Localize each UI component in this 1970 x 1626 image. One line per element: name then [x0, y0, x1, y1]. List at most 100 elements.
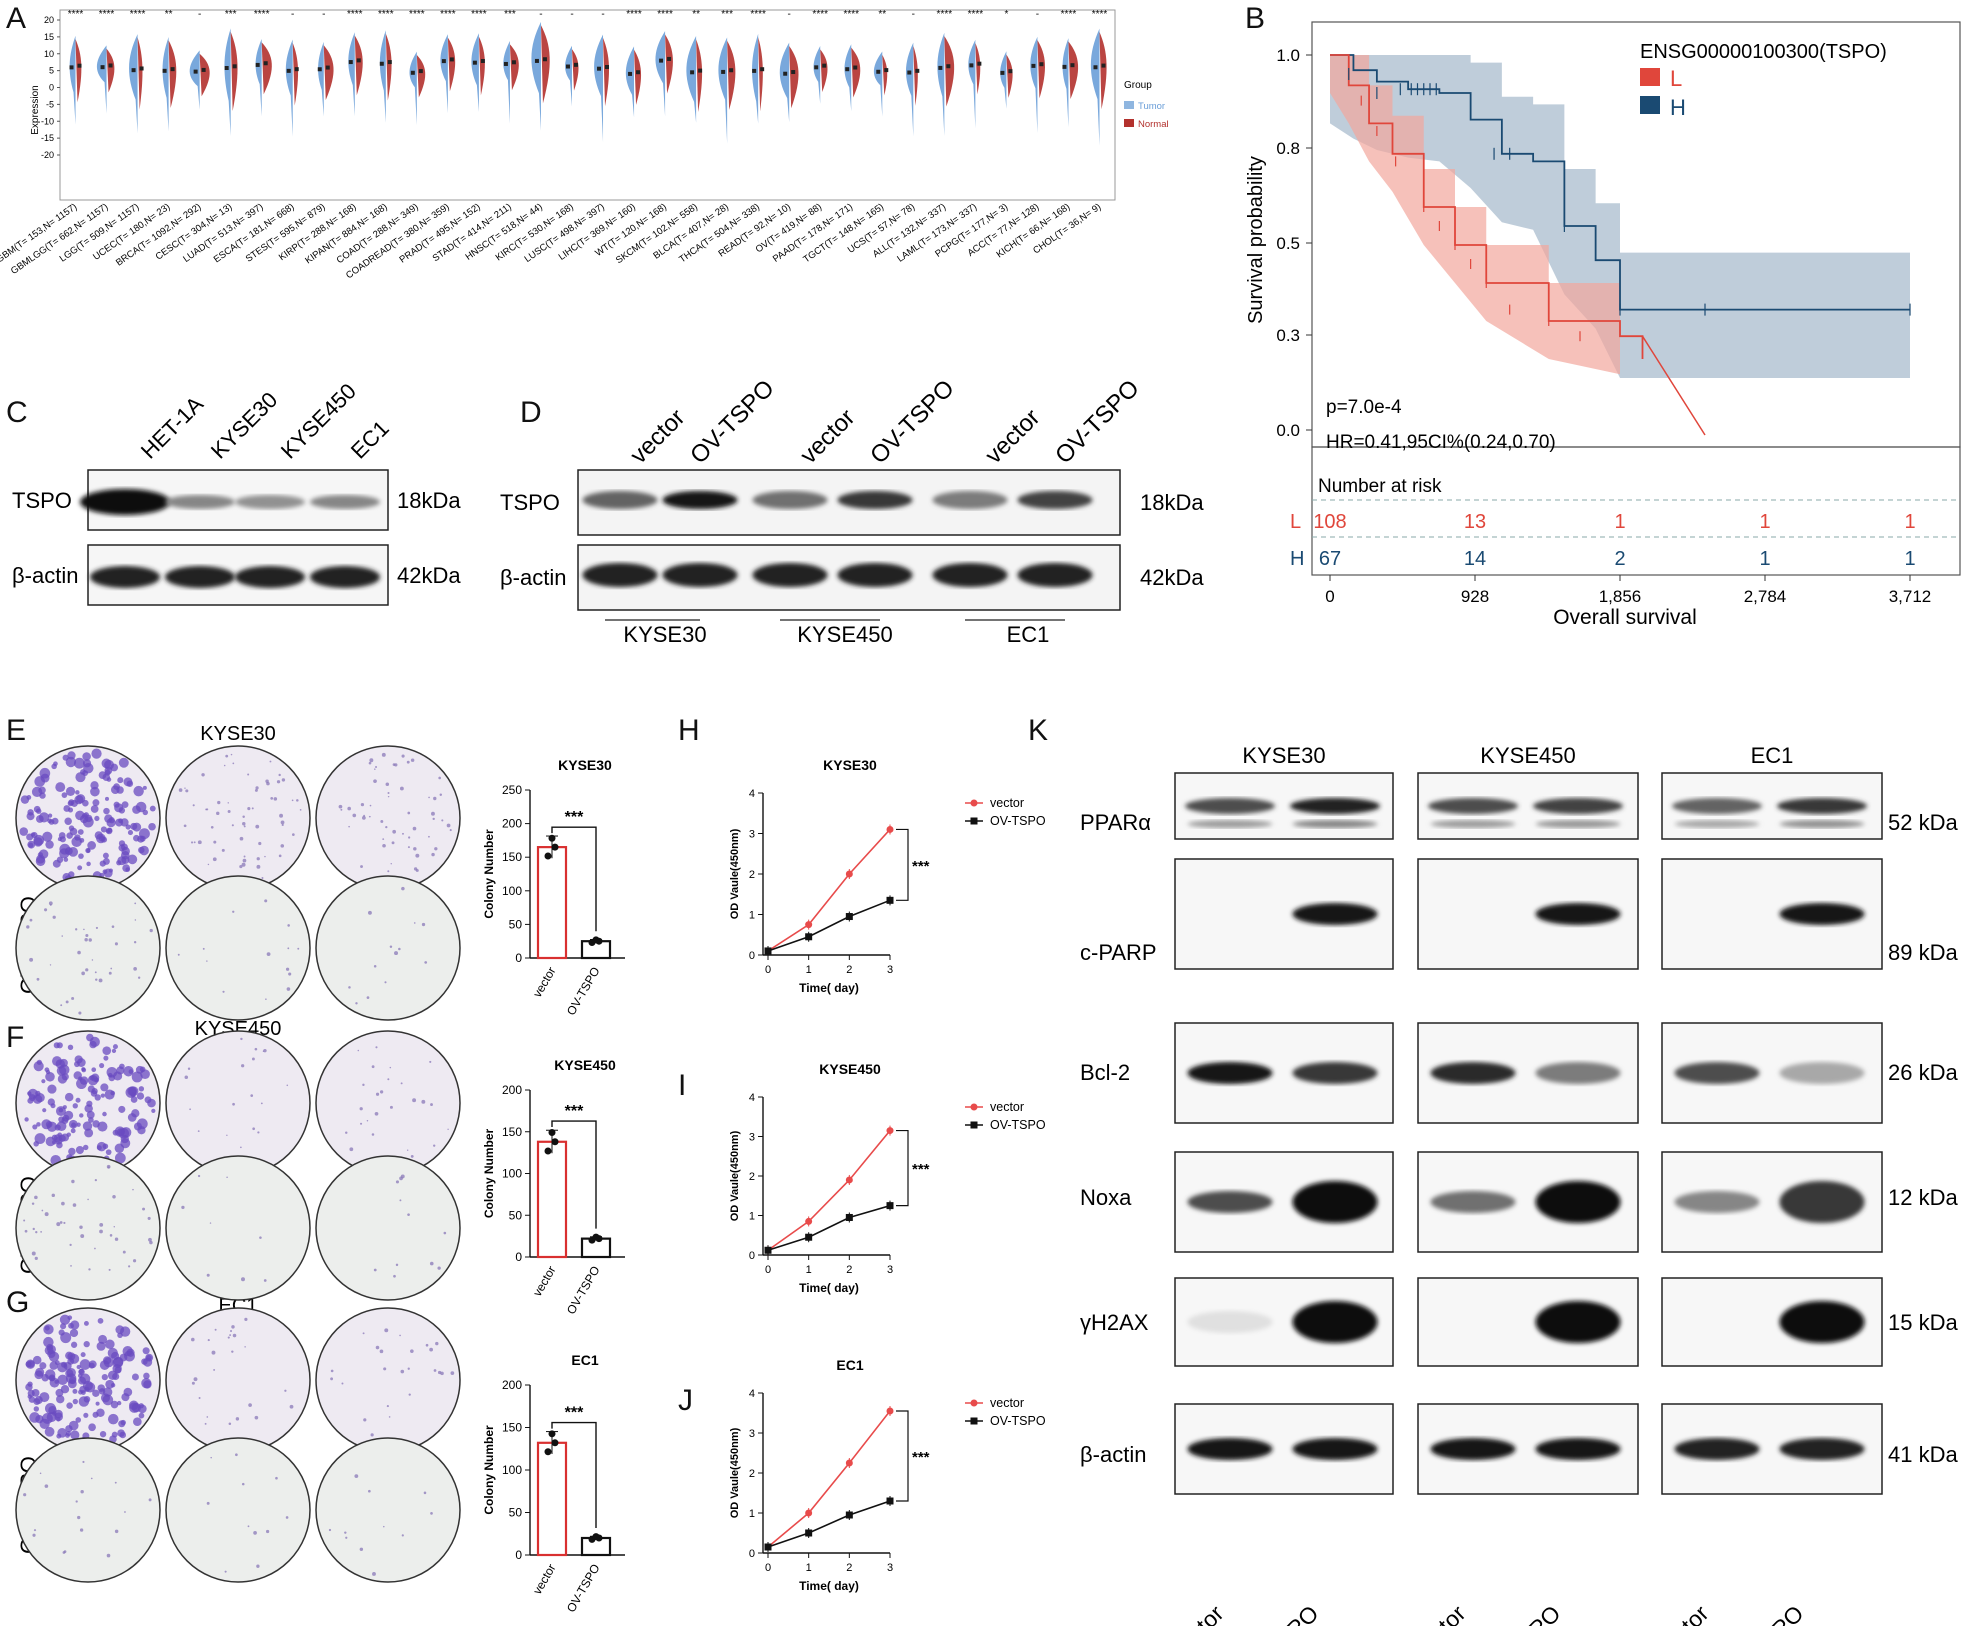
a-median-tumor: [255, 62, 260, 67]
colony-spot: [56, 1141, 63, 1149]
line-xlabel: Time( day): [799, 1281, 859, 1295]
colony-spot: [118, 1105, 126, 1113]
colony-spot: [26, 795, 32, 800]
line-ytick-label: 3: [749, 1428, 755, 1440]
colony-spot: [253, 1530, 257, 1535]
colony-spot: [371, 1133, 375, 1136]
b-ytick: 0.0: [1276, 421, 1300, 440]
k-kda-label: 26 kDa: [1888, 1060, 1958, 1085]
colony-spot: [29, 918, 33, 922]
colony-spot: [425, 1343, 429, 1347]
colony-spot: [373, 1268, 377, 1272]
colony-spot: [429, 1060, 432, 1064]
d-band: [932, 563, 1008, 587]
colony-spot: [400, 1082, 403, 1085]
colony-spot: [140, 1069, 150, 1080]
colony-spot: [410, 1154, 414, 1158]
a-significance: ****: [657, 9, 673, 20]
a-violin-normal: [789, 45, 799, 109]
colony-spot: [252, 1127, 256, 1131]
a-significance: -: [912, 9, 915, 20]
colony-spot: [61, 1201, 65, 1206]
colony-spot: [375, 1046, 378, 1049]
colony-spot: [149, 1240, 153, 1245]
colony-spot: [407, 1367, 410, 1370]
colony-spot: [23, 1219, 26, 1222]
colony-spot: [360, 802, 365, 807]
colony-spot: [276, 780, 281, 784]
colony-spot: [51, 1193, 55, 1198]
a-significance: ***: [721, 9, 733, 20]
colony-spot: [35, 815, 44, 823]
a-violin-normal: [758, 37, 763, 112]
a-median-tumor: [534, 58, 539, 63]
colony-spot: [120, 1326, 131, 1337]
b-curve-l: [1330, 54, 1644, 359]
colony-spot: [206, 1416, 209, 1418]
colony-spot: [45, 1136, 56, 1147]
a-median-normal: [77, 63, 82, 68]
a-median-normal: [201, 67, 206, 72]
colony-spot: [221, 848, 225, 852]
d-lane-label: OV-TSPO: [865, 375, 960, 470]
c-band: [235, 566, 305, 588]
colony-spot: [241, 1064, 245, 1068]
colony-spot: [78, 1368, 85, 1376]
k-lane-label: OV-TSPO: [1233, 1600, 1324, 1626]
k-group-label: KYSE450: [1480, 743, 1575, 768]
colony-spot: [433, 796, 437, 801]
k-lane-label: vector: [1408, 1600, 1471, 1626]
colony-spot: [147, 1216, 151, 1220]
colony-spot: [61, 935, 64, 937]
k-band: [1187, 1438, 1273, 1460]
colony-spot: [143, 1372, 150, 1380]
colony-spot: [74, 834, 81, 841]
colony-spot: [281, 778, 286, 782]
colony-spot: [229, 1334, 232, 1336]
colony-spot: [34, 1195, 38, 1200]
line-xtick-label: 0: [765, 964, 771, 976]
panel-label-i: I: [678, 1069, 686, 1102]
colony-spot: [49, 1375, 55, 1382]
a-median-tumor: [1031, 63, 1036, 68]
colony-spot: [29, 957, 34, 962]
a-violin-tumor: [565, 45, 572, 107]
b-pvalue: p=7.0e-4: [1326, 397, 1402, 418]
colony-spot: [191, 1381, 195, 1385]
colony-spot: [59, 1221, 63, 1224]
a-ytick: 15: [44, 32, 54, 42]
colony-spot: [410, 758, 415, 762]
colony-spot: [379, 1349, 384, 1354]
colony-spot: [240, 1146, 242, 1149]
colony-spot: [58, 1064, 70, 1076]
colony-spot: [412, 826, 417, 831]
panel-k-western: KYSE30 KYSE450 EC1 PPARα 52 kDa c-PARP 89 kDa B…: [1080, 743, 1958, 1626]
line-sig: ***: [912, 1449, 930, 1466]
colony-spot: [33, 1406, 40, 1412]
colony-spot: [127, 1113, 137, 1122]
line-series: [767, 1410, 891, 1548]
colony-spot: [121, 846, 130, 856]
colony-spot: [75, 928, 78, 931]
colony-spot: [102, 857, 110, 865]
colony-spot: [138, 1403, 144, 1409]
colony-spot: [53, 1134, 62, 1143]
colony-spot: [223, 764, 226, 767]
colony-spot: [256, 1564, 260, 1568]
a-violin-normal: [882, 54, 888, 96]
colony-spot: [96, 1408, 105, 1418]
growth-curves: KYSE30 0 1 2 3 4 0 1 2 3 Time( day) OD Vaule(450nm)…: [729, 757, 1046, 1593]
k-band: [1779, 1301, 1865, 1343]
a-significance: -: [198, 9, 201, 20]
a-significance: **: [692, 9, 700, 20]
k-row-label: β-actin: [1080, 1442, 1146, 1467]
bar-title: EC1: [571, 1352, 598, 1368]
bar-ylabel: Colony Number: [482, 829, 496, 919]
a-violin-normal: [354, 35, 363, 96]
colony-spot: [88, 938, 92, 942]
colony-spot: [85, 968, 89, 972]
a-violin-tumor: [1062, 38, 1069, 128]
colony-spot: [197, 1130, 200, 1133]
a-median-tumor: [131, 68, 136, 73]
